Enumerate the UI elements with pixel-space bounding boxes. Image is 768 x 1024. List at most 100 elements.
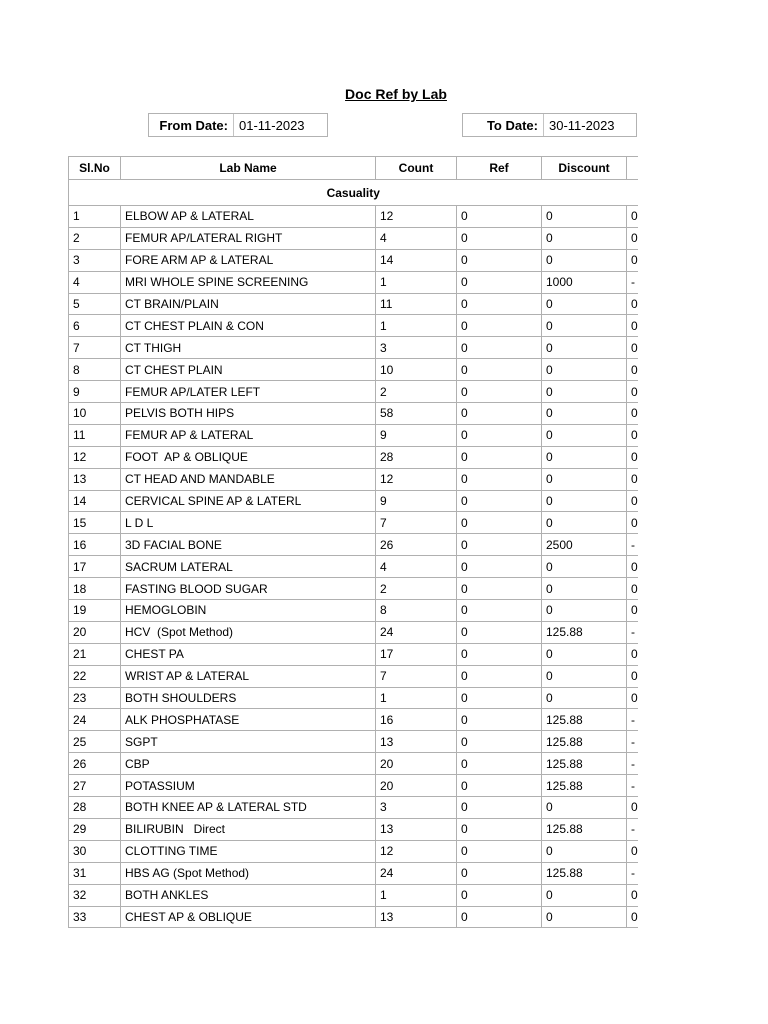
cell-discount: 0 [541,445,627,469]
cell-clipped: 0 [626,336,638,360]
table-row: 5 CT BRAIN/PLAIN 11 0 0 0 [68,292,638,316]
cell-lab-name: SGPT [120,730,376,754]
cell-discount: 2500 [541,533,627,557]
cell-discount: 1000 [541,270,627,294]
cell-lab-name: ELBOW AP & LATERAL [120,205,376,228]
cell-slno: 5 [68,292,121,316]
cell-slno: 30 [68,839,121,863]
cell-slno: 3 [68,248,121,272]
cell-lab-name: FORE ARM AP & LATERAL [120,248,376,272]
cell-lab-name: HCV (Spot Method) [120,620,376,644]
table-row: 13 CT HEAD AND MANDABLE 12 0 0 0 [68,467,638,491]
col-header-count: Count [375,156,457,180]
cell-count: 17 [375,642,457,666]
cell-slno: 31 [68,861,121,885]
table-row: 11 FEMUR AP & LATERAL 9 0 0 0 [68,423,638,447]
cell-count: 1 [375,314,457,338]
cell-clipped: 0 [626,358,638,382]
cell-lab-name: CLOTTING TIME [120,839,376,863]
cell-count: 20 [375,752,457,776]
cell-count: 12 [375,839,457,863]
cell-ref: 0 [456,205,542,228]
cell-ref: 0 [456,708,542,732]
cell-slno: 6 [68,314,121,338]
cell-ref: 0 [456,555,542,579]
cell-discount: 0 [541,205,627,228]
cell-slno: 21 [68,642,121,666]
cell-slno: 20 [68,620,121,644]
cell-clipped: - [626,533,638,557]
cell-count: 58 [375,402,457,425]
cell-lab-name: BILIRUBIN Direct [120,817,376,841]
cell-clipped: 0 [626,555,638,579]
cell-ref: 0 [456,861,542,885]
cell-slno: 16 [68,533,121,557]
cell-clipped: 0 [626,248,638,272]
cell-lab-name: CT BRAIN/PLAIN [120,292,376,316]
cell-count: 3 [375,796,457,819]
cell-count: 16 [375,708,457,732]
cell-count: 13 [375,730,457,754]
cell-ref: 0 [456,423,542,447]
cell-lab-name: CBP [120,752,376,776]
cell-lab-name: SACRUM LATERAL [120,555,376,579]
cell-lab-name: CT CHEST PLAIN & CON [120,314,376,338]
table-row: 3 FORE ARM AP & LATERAL 14 0 0 0 [68,248,638,272]
cell-clipped: 0 [626,599,638,622]
cell-lab-name: MRI WHOLE SPINE SCREENING [120,270,376,294]
cell-ref: 0 [456,599,542,622]
table-row: 14 CERVICAL SPINE AP & LATERL 9 0 0 0 [68,489,638,513]
cell-lab-name: HEMOGLOBIN [120,599,376,622]
from-date-field: From Date: 01-11-2023 [148,113,328,137]
cell-discount: 0 [541,642,627,666]
to-date-label: To Date: [463,114,544,136]
cell-slno: 18 [68,577,121,601]
cell-count: 14 [375,248,457,272]
table-row: 23 BOTH SHOULDERS 1 0 0 0 [68,686,638,710]
cell-slno: 10 [68,402,121,425]
cell-lab-name: WRIST AP & LATERAL [120,664,376,688]
page-title: Doc Ref by Lab [345,86,447,102]
cell-clipped: 0 [626,686,638,710]
cell-discount: 0 [541,511,627,535]
cell-clipped: 0 [626,402,638,425]
cell-clipped: 0 [626,423,638,447]
cell-lab-name: FOOT AP & OBLIQUE [120,445,376,469]
cell-discount: 0 [541,796,627,819]
cell-lab-name: L D L [120,511,376,535]
cell-discount: 0 [541,423,627,447]
table-row: 18 FASTING BLOOD SUGAR 2 0 0 0 [68,577,638,601]
cell-lab-name: CT HEAD AND MANDABLE [120,467,376,491]
cell-slno: 32 [68,883,121,907]
cell-slno: 23 [68,686,121,710]
cell-clipped: - [626,861,638,885]
cell-discount: 0 [541,905,627,929]
cell-slno: 14 [68,489,121,513]
cell-slno: 22 [68,664,121,688]
cell-lab-name: FASTING BLOOD SUGAR [120,577,376,601]
cell-ref: 0 [456,664,542,688]
cell-ref: 0 [456,336,542,360]
cell-clipped: 0 [626,380,638,404]
cell-discount: 0 [541,686,627,710]
to-date-input[interactable]: 30-11-2023 [549,117,615,133]
cell-count: 10 [375,358,457,382]
table-row: 1 ELBOW AP & LATERAL 12 0 0 0 [68,205,638,228]
cell-count: 4 [375,226,457,250]
cell-ref: 0 [456,883,542,907]
cell-count: 11 [375,292,457,316]
cell-discount: 0 [541,489,627,513]
cell-ref: 0 [456,905,542,929]
col-header-slno: Sl.No [68,156,121,180]
cell-slno: 1 [68,205,121,228]
from-date-input[interactable]: 01-11-2023 [239,117,305,133]
cell-ref: 0 [456,467,542,491]
cell-clipped: 0 [626,205,638,228]
col-header-lab-name: Lab Name [120,156,376,180]
cell-lab-name: BOTH SHOULDERS [120,686,376,710]
cell-discount: 125.88 [541,817,627,841]
table-row: 31 HBS AG (Spot Method) 24 0 125.88- [68,861,638,885]
cell-slno: 28 [68,796,121,819]
